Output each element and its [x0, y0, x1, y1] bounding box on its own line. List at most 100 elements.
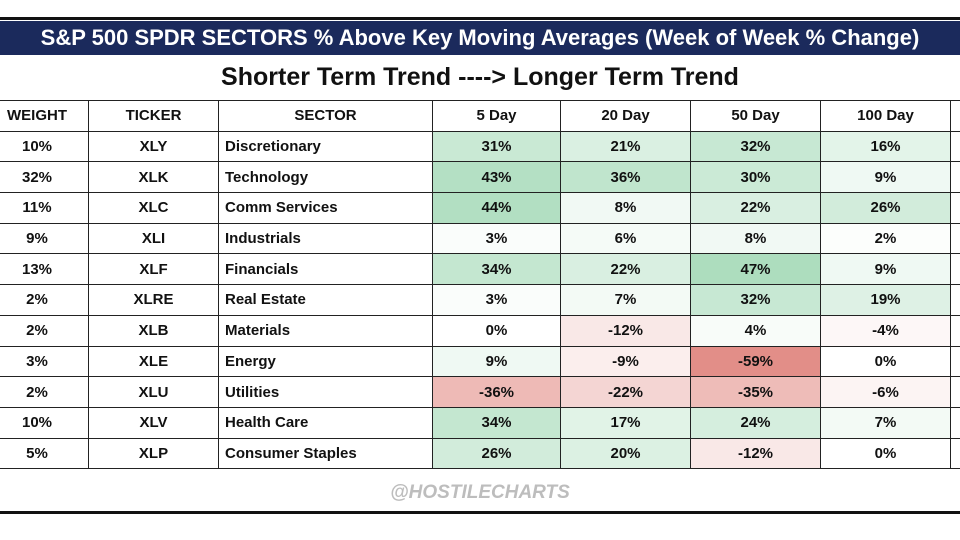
sector-cell: Real Estate [218, 284, 433, 316]
title-bar: S&P 500 SPDR SECTORS % Above Key Moving … [0, 21, 960, 55]
cell: XLP [88, 437, 219, 470]
extra-cell [950, 345, 960, 378]
value-cell: 7% [560, 284, 691, 316]
value-cell: -59% [690, 345, 821, 378]
value-cell: 26% [820, 192, 951, 224]
value-cell: -12% [690, 437, 821, 470]
value-cell: 3% [432, 222, 561, 255]
cell: 13% [0, 253, 89, 286]
value-cell: 0% [432, 314, 561, 347]
cell: XLF [88, 253, 219, 286]
cell: XLY [88, 130, 219, 163]
cell: 10% [0, 130, 89, 163]
table-row: 2% XLRE Real Estate 3% 7% 32% 19% [0, 284, 960, 316]
value-cell: 20% [560, 437, 691, 470]
value-cell: 44% [432, 192, 561, 224]
value-cell: -12% [560, 314, 691, 347]
value-cell: 17% [560, 406, 691, 439]
value-cell: 22% [690, 192, 821, 224]
bottom-rule [0, 511, 960, 514]
cell: 2% [0, 314, 89, 347]
value-cell: -36% [432, 376, 561, 408]
subtitle: Shorter Term Trend ----> Longer Term Tre… [221, 63, 739, 91]
cell: XLB [88, 314, 219, 347]
value-cell: 9% [432, 345, 561, 378]
sector-cell: Comm Services [218, 192, 433, 224]
value-cell: -35% [690, 376, 821, 408]
column-header: 50 Day [690, 100, 821, 132]
watermark: @HOSTILECHARTS [390, 482, 570, 503]
sector-cell: Technology [218, 161, 433, 194]
cell: XLK [88, 161, 219, 194]
value-cell: 9% [820, 161, 951, 194]
value-cell: 7% [820, 406, 951, 439]
extra-cell [950, 437, 960, 470]
value-cell: 30% [690, 161, 821, 194]
column-header: WEIGHT [0, 100, 89, 132]
value-cell: 26% [432, 437, 561, 470]
value-cell: 8% [690, 222, 821, 255]
table-row: 2% XLB Materials 0% -12% 4% -4% [0, 314, 960, 347]
header-row: WEIGHT TICKER SECTOR 5 Day 20 Day 50 Day 100 D… [0, 100, 960, 132]
sector-cell: Energy [218, 345, 433, 378]
extra-cell [950, 314, 960, 347]
value-cell: 0% [820, 437, 951, 470]
extra-cell [950, 161, 960, 194]
cell: XLE [88, 345, 219, 378]
column-header: 20 Day [560, 100, 691, 132]
extra-cell [950, 376, 960, 408]
value-cell: 32% [690, 284, 821, 316]
extra-cell [950, 222, 960, 255]
table-row: 32% XLK Technology 43% 36% 30% 9% [0, 161, 960, 194]
sector-cell: Financials [218, 253, 433, 286]
cell: XLV [88, 406, 219, 439]
value-cell: 22% [560, 253, 691, 286]
extra-cell [950, 406, 960, 439]
value-cell: 34% [432, 253, 561, 286]
cell: 9% [0, 222, 89, 255]
column-header: TICKER [88, 100, 219, 132]
value-cell: 43% [432, 161, 561, 194]
table-row: 9% XLI Industrials 3% 6% 8% 2% [0, 222, 960, 255]
sector-cell: Materials [218, 314, 433, 347]
top-rule [0, 17, 960, 20]
value-cell: 47% [690, 253, 821, 286]
cell: 2% [0, 376, 89, 408]
value-cell: 4% [690, 314, 821, 347]
value-cell: 36% [560, 161, 691, 194]
value-cell: -9% [560, 345, 691, 378]
sector-cell: Health Care [218, 406, 433, 439]
table-row: 10% XLY Discretionary 31% 21% 32% 16% [0, 130, 960, 163]
value-cell: 24% [690, 406, 821, 439]
cell: XLU [88, 376, 219, 408]
cell: XLC [88, 192, 219, 224]
value-cell: 6% [560, 222, 691, 255]
value-cell: -22% [560, 376, 691, 408]
sector-cell: Industrials [218, 222, 433, 255]
value-cell: 31% [432, 130, 561, 163]
value-cell: 34% [432, 406, 561, 439]
table-row: 3% XLE Energy 9% -9% -59% 0% [0, 345, 960, 378]
extra-cell [950, 284, 960, 316]
value-cell: 16% [820, 130, 951, 163]
value-cell: -4% [820, 314, 951, 347]
table-body: 10% XLY Discretionary 31% 21% 32% 16% 32% XLK Tec… [0, 130, 960, 470]
cell: 10% [0, 406, 89, 439]
value-cell: 21% [560, 130, 691, 163]
sector-cell: Utilities [218, 376, 433, 408]
table-row: 5% XLP Consumer Staples 26% 20% -12% 0% [0, 437, 960, 470]
value-cell: -6% [820, 376, 951, 408]
value-cell: 8% [560, 192, 691, 224]
extra-cell [950, 253, 960, 286]
table-row: 13% XLF Financials 34% 22% 47% 9% [0, 253, 960, 286]
cell: 11% [0, 192, 89, 224]
cell: XLRE [88, 284, 219, 316]
cell: 2% [0, 284, 89, 316]
column-header-extra [950, 100, 960, 132]
cell: 5% [0, 437, 89, 470]
sector-cell: Discretionary [218, 130, 433, 163]
cell: 32% [0, 161, 89, 194]
sector-table: WEIGHT TICKER SECTOR 5 Day 20 Day 50 Day 100 D… [0, 100, 960, 470]
column-header: 5 Day [432, 100, 561, 132]
